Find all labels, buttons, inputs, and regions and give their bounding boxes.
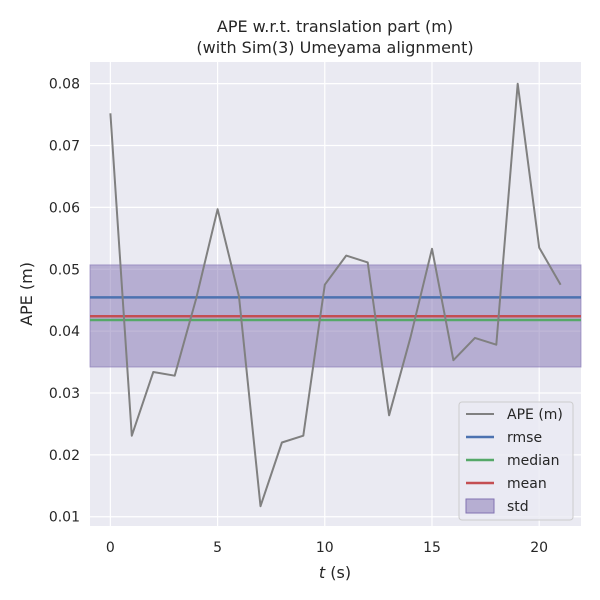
x-tick-label: 20 (530, 540, 548, 556)
y-tick-label: 0.04 (49, 324, 80, 340)
legend-label-rmse: rmse (507, 430, 542, 446)
legend-label-mean: mean (507, 476, 547, 492)
legend-swatch-std (465, 498, 495, 514)
y-tick-label: 0.07 (49, 139, 80, 155)
legend-label-std: std (507, 499, 529, 515)
y-tick-label: 0.02 (49, 448, 80, 464)
y-tick-labels: 0.01 0.02 0.03 0.04 0.05 0.06 0.07 0.08 (49, 77, 80, 526)
y-tick-label: 0.01 (49, 510, 80, 526)
y-tick-label: 0.03 (49, 386, 80, 402)
x-axis-label-unit: (s) (325, 563, 351, 582)
legend-label-ape: APE (m) (507, 407, 563, 423)
chart-title-line-1: APE w.r.t. translation part (m) (217, 17, 453, 36)
chart-title-line-2: (with Sim(3) Umeyama alignment) (196, 38, 473, 57)
x-tick-label: 0 (106, 540, 115, 556)
legend-box (458, 401, 574, 521)
legend-label-median: median (507, 453, 559, 469)
y-tick-label: 0.06 (49, 200, 80, 216)
legend: APE (m) rmse median mean std (458, 401, 574, 521)
x-tick-label: 10 (316, 540, 334, 556)
x-axis-label: t (s) (319, 563, 351, 582)
y-axis-label: APE (m) (17, 262, 36, 326)
x-tick-label: 5 (213, 540, 222, 556)
x-axis-label-var: t (319, 563, 326, 582)
y-tick-label: 0.08 (49, 77, 80, 93)
ape-series-line (109, 82, 562, 508)
y-tick-label: 0.05 (49, 262, 80, 278)
x-tick-label: 15 (423, 540, 441, 556)
x-tick-labels: 0 5 10 15 20 (106, 540, 548, 556)
